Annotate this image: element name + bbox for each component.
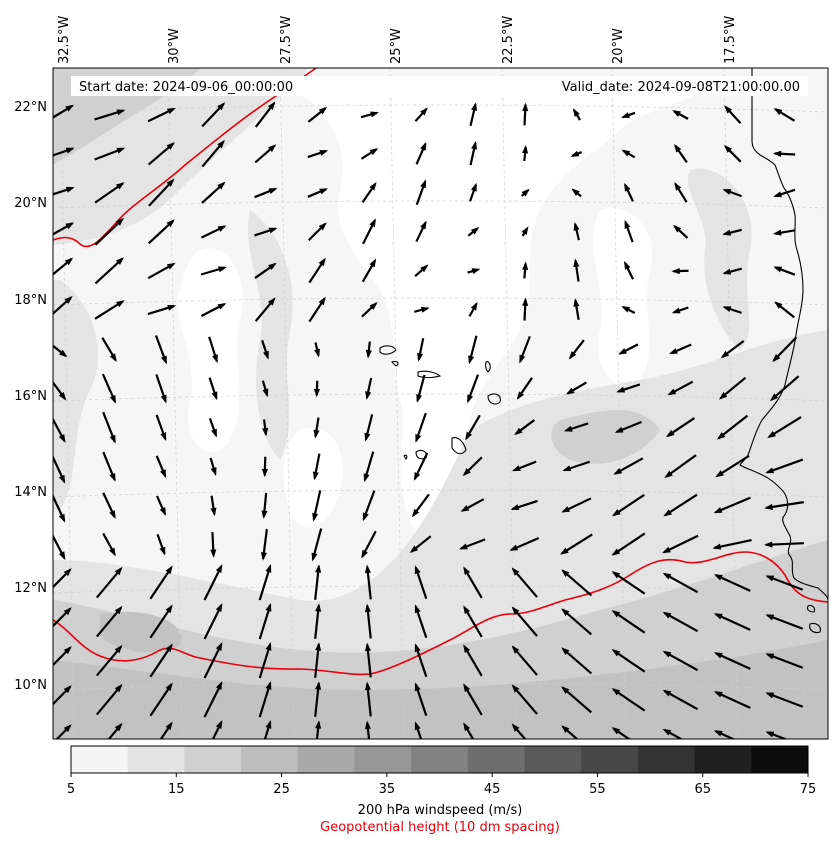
colorbar-tick-label: 45	[484, 782, 501, 797]
lat-label: 14°N	[14, 485, 47, 500]
lon-label: 32.5°W	[57, 16, 72, 64]
start-date-label: Start date: 2024-09-06_00:00:00	[79, 80, 293, 95]
lon-label: 25°W	[389, 28, 404, 64]
colorbar-swatch	[525, 746, 582, 773]
colorbar-tick-label: 55	[589, 782, 606, 797]
lat-label: 16°N	[14, 389, 47, 404]
lat-label: 12°N	[14, 581, 47, 596]
colorbar-label: 200 hPa windspeed (m/s)	[358, 803, 523, 818]
colorbar-tick-label: 75	[800, 782, 817, 797]
lat-label: 18°N	[14, 293, 47, 308]
colorbar-swatch	[298, 746, 355, 773]
colorbar-swatch	[241, 746, 298, 773]
colorbar-swatch	[468, 746, 525, 773]
latitude-labels: 22°N 20°N 18°N 16°N 14°N 12°N 10°N	[14, 100, 47, 693]
colorbar-swatch	[751, 746, 808, 773]
colorbar-swatch	[128, 746, 185, 773]
colorbar-tick-label: 65	[694, 782, 711, 797]
longitude-labels: 32.5°W 30°W 27.5°W 25°W 22.5°W 20°W 17.5…	[57, 16, 738, 64]
lat-label: 20°N	[14, 196, 47, 211]
lon-label: 30°W	[167, 28, 182, 64]
colorbar-swatch	[411, 746, 468, 773]
lon-label: 22.5°W	[501, 16, 516, 64]
calm-region-white-3	[593, 208, 652, 386]
colorbar-swatch	[695, 746, 752, 773]
colorbar-swatch	[354, 746, 411, 773]
lon-label: 27.5°W	[279, 16, 294, 64]
colorbar-ticks: 5 15 25 35 45 55 65 75	[67, 773, 816, 797]
colorbar-swatch	[581, 746, 638, 773]
colorbar-swatch	[184, 746, 241, 773]
lat-label: 10°N	[14, 678, 47, 693]
colorbar-tick-label: 15	[168, 782, 185, 797]
colorbar-swatch	[71, 746, 128, 773]
colorbar-tick-label: 35	[379, 782, 396, 797]
valid-date-label: Valid_date: 2024-09-08T21:00:00.00	[562, 80, 800, 95]
lat-label: 22°N	[14, 100, 47, 115]
colorbar-swatch	[638, 746, 695, 773]
colorbar-swatches	[71, 746, 809, 773]
lon-label: 17.5°W	[723, 16, 738, 64]
colorbar-tick-label: 5	[67, 782, 75, 797]
map-panel: Start date: 2024-09-06_00:00:00 Valid_da…	[41, 68, 828, 756]
colorbar-sublabel: Geopotential height (10 dm spacing)	[320, 820, 560, 835]
lon-label: 20°W	[611, 28, 626, 64]
colorbar-tick-label: 25	[273, 782, 290, 797]
